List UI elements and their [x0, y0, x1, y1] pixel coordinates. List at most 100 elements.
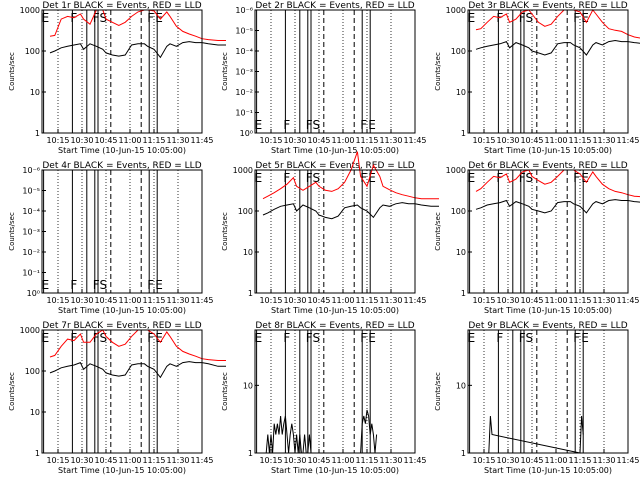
event-marker-label: FS	[306, 171, 320, 185]
series-line-events	[475, 199, 640, 214]
event-marker-label: E	[368, 171, 376, 185]
event-marker-label: E	[368, 331, 376, 345]
x-tick-label: 11:30	[166, 456, 189, 465]
x-tick-label: 11:15	[142, 296, 165, 305]
y-tick-label: 10⁻³	[235, 68, 253, 77]
x-tick-label: 11:00	[118, 136, 141, 145]
event-marker-label: E	[155, 331, 163, 345]
x-tick-label: 10:30	[70, 296, 93, 305]
panel-title: Det 2r BLACK = Events, RED = LLD	[255, 1, 414, 11]
y-tick-label: 100	[238, 207, 253, 216]
y-tick-label: 10	[30, 408, 40, 417]
x-axis-label: Start Time (10-Jun-15 10:05:00)	[271, 146, 399, 155]
series-line-events	[488, 415, 584, 454]
x-tick-label: 11:30	[166, 296, 189, 305]
x-tick-label: 11:15	[568, 456, 591, 465]
event-marker-label: E	[255, 331, 263, 345]
plot-frame	[41, 9, 203, 134]
x-tick-label: 11:30	[379, 456, 402, 465]
x-tick-label: 10:45	[94, 136, 117, 145]
series-line-events	[265, 409, 378, 454]
plot-frame	[254, 329, 416, 454]
y-tick-label: 1	[35, 129, 40, 138]
y-tick-label: 1	[461, 129, 466, 138]
x-tick-label: 11:45	[616, 136, 639, 145]
y-axis-label: Counts/sec	[8, 212, 16, 251]
y-axis-label: Counts/sec	[434, 52, 442, 91]
x-tick-label: 11:30	[379, 296, 402, 305]
y-tick-label: 10⁻²	[235, 88, 253, 97]
event-marker-label: FS	[93, 11, 107, 25]
panel-title: Det 3r BLACK = Events, RED = LLD	[468, 1, 627, 11]
event-marker-label: E	[581, 11, 589, 25]
x-tick-label: 10:45	[307, 296, 330, 305]
series-line-lld	[49, 329, 226, 361]
y-tick-label: 100	[25, 47, 40, 56]
x-tick-label: 10:15	[259, 296, 282, 305]
y-axis-label: Counts/sec	[434, 372, 442, 411]
series-line-events	[49, 41, 226, 59]
event-marker-label: F	[70, 331, 77, 345]
x-tick-label: 11:30	[592, 456, 615, 465]
x-tick-label: 10:45	[520, 456, 543, 465]
y-tick-label: 1000	[20, 6, 40, 15]
event-marker-label: E	[42, 11, 50, 25]
y-tick-label: 1	[35, 449, 40, 458]
plot-frame	[467, 9, 629, 134]
x-tick-label: 11:45	[403, 296, 426, 305]
event-marker-label: E	[42, 278, 50, 292]
event-marker-label: F	[496, 331, 503, 345]
y-axis-label: Counts/sec	[434, 212, 442, 251]
x-axis-label: Start Time (10-Jun-15 10:05:00)	[58, 466, 186, 475]
series-line-lld	[262, 151, 439, 200]
x-tick-label: 11:15	[355, 296, 378, 305]
series-line-events	[262, 202, 439, 220]
x-tick-label: 10:30	[70, 136, 93, 145]
y-tick-label: 1	[461, 289, 466, 298]
y-tick-label: 1000	[446, 166, 466, 175]
x-tick-label: 11:30	[592, 136, 615, 145]
event-marker-label: FS	[306, 331, 320, 345]
x-tick-label: 11:45	[190, 136, 213, 145]
y-tick-label: 10	[30, 88, 40, 97]
y-tick-label: 1	[461, 449, 466, 458]
x-tick-label: 10:15	[472, 136, 495, 145]
y-tick-label: 100	[451, 207, 466, 216]
event-marker-label: E	[581, 171, 589, 185]
x-tick-label: 10:30	[496, 456, 519, 465]
y-tick-label: 1	[248, 449, 253, 458]
event-marker-label: E	[468, 11, 476, 25]
x-tick-label: 10:30	[283, 136, 306, 145]
x-tick-label: 11:00	[331, 136, 354, 145]
y-tick-label: 100	[451, 47, 466, 56]
y-tick-label: 1000	[446, 6, 466, 15]
event-marker-label: E	[468, 331, 476, 345]
x-axis-label: Start Time (10-Jun-15 10:05:00)	[484, 306, 612, 315]
event-marker-label: FS	[519, 331, 533, 345]
y-tick-label: 10⁻⁵	[235, 27, 253, 36]
x-tick-label: 11:00	[331, 456, 354, 465]
panel-title: Det 1r BLACK = Events, RED = LLD	[42, 1, 201, 11]
event-marker-label: F	[283, 171, 290, 185]
event-marker-label: FS	[519, 171, 533, 185]
x-tick-label: 11:45	[190, 456, 213, 465]
x-tick-label: 10:45	[307, 136, 330, 145]
y-tick-label: 10⁻⁴	[22, 207, 40, 216]
series-line-lld	[475, 9, 640, 39]
plot-frame	[41, 329, 203, 454]
event-marker-label: F	[283, 118, 290, 132]
event-marker-label: F	[573, 11, 580, 25]
x-tick-label: 11:45	[616, 296, 639, 305]
y-tick-label: 100	[25, 367, 40, 376]
x-tick-label: 10:30	[70, 456, 93, 465]
event-marker-label: F	[147, 278, 154, 292]
event-marker-label: F	[147, 331, 154, 345]
y-axis-label: Counts/sec	[221, 212, 229, 251]
series-line-lld	[49, 9, 226, 41]
event-marker-label: F	[360, 118, 367, 132]
x-tick-label: 11:45	[403, 456, 426, 465]
x-axis-label: Start Time (10-Jun-15 10:05:00)	[484, 466, 612, 475]
